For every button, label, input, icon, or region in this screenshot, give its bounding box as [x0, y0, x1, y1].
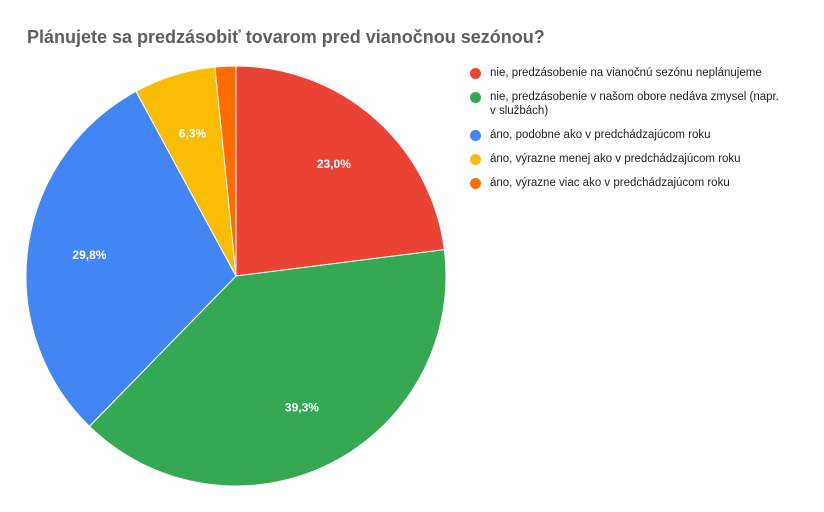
legend-label-1: nie, predzásobenie na vianočnú sezónu ne…	[490, 67, 762, 79]
legend-label-5: áno, výrazne viac ako v predchádzajúcom …	[490, 177, 730, 189]
legend-swatch-3	[470, 130, 481, 141]
legend-item-1: nie, predzásobenie na vianočnú sezónu ne…	[470, 66, 800, 80]
data-label-1: 23,0%	[317, 157, 351, 171]
legend-item-5: áno, výrazne viac ako v predchádzajúcom …	[470, 176, 800, 190]
legend-item-4: áno, výrazne menej ako v predchádzajúcom…	[470, 152, 800, 166]
chart-title: Plánujete sa predzásobiť tovarom pred vi…	[27, 27, 545, 47]
pie-slice-3	[25, 90, 237, 428]
pie-slice-5	[214, 65, 237, 277]
data-label-4: 6,3%	[179, 127, 207, 141]
legend-label-3: áno, podobne ako v predchádzajúcom roku	[490, 129, 711, 141]
pie-slice-2	[88, 249, 447, 487]
chart-legend: nie, predzásobenie na vianočnú sezónu ne…	[470, 66, 800, 200]
legend-swatch-5	[470, 178, 481, 189]
legend-label-4: áno, výrazne menej ako v predchádzajúcom…	[490, 153, 741, 165]
data-label-3: 29,8%	[72, 248, 106, 262]
pie-data-labels: 23,0% 39,3% 29,8% 6,3%	[72, 127, 351, 415]
legend-swatch-2	[470, 92, 481, 103]
pie-slices	[25, 65, 447, 487]
pie-slice-1	[235, 65, 445, 277]
legend-swatch-4	[470, 154, 481, 165]
legend-label-2: nie, predzásobenie v našom obore nedáva …	[490, 91, 779, 117]
data-label-2: 39,3%	[285, 401, 319, 415]
legend-item-2: nie, predzásobenie v našom obore nedáva …	[470, 90, 800, 118]
legend-item-3: áno, podobne ako v predchádzajúcom roku	[470, 128, 800, 142]
legend-swatch-1	[470, 68, 481, 79]
